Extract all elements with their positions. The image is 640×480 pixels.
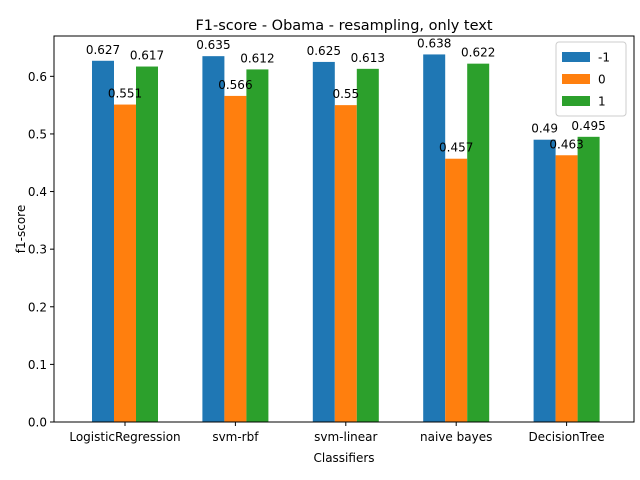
bar-svm-rbf-series-0 [202,56,225,422]
bar-value-label: 0.551 [108,87,142,101]
bar-logisticregression-series-1 [114,104,136,422]
bar-svm-linear-series-0 [312,61,335,422]
bar-svm-linear-series-2 [356,68,379,422]
bar-svm-linear-series-1 [334,105,357,422]
x-tick-label: svm-rbf [212,430,259,444]
chart-title: F1-score - Obama - resampling, only text [195,18,492,34]
x-axis: LogisticRegression svm-rbf svm-linear naive… [69,422,605,444]
legend-label: 1 [598,95,606,109]
x-tick-label: naive bayes [420,430,492,444]
bar-value-label: 0.495 [571,119,605,133]
legend-swatch-series-2 [562,96,590,106]
y-axis-label: f1-score [14,205,28,253]
bar-svm-rbf-series-2 [246,69,269,423]
x-tick-label: DecisionTree [529,430,605,444]
bar-labels-group: 0.627 0.551 0.617 0.635 0.566 0.612 0.625 0.55 0… [86,36,606,154]
y-tick-label: 0.5 [28,127,47,141]
bar-svm-rbf-series-1 [224,95,247,423]
y-tick-label: 0.0 [28,416,47,430]
bar-value-label: 0.625 [307,44,341,58]
bar-value-label: 0.55 [332,87,359,101]
legend-label: -1 [598,51,610,65]
bars-group [92,54,600,423]
y-axis: 0.0 0.1 0.2 0.3 0.4 0.5 0.6 [28,70,54,430]
bar-decisiontree-series-0 [533,139,556,423]
bar-value-label: 0.635 [196,38,230,52]
y-tick-label: 0.6 [28,70,47,84]
y-tick-label: 0.4 [28,185,47,199]
legend-swatch-series-1 [562,74,590,84]
bar-value-label: 0.566 [218,78,252,92]
legend-label: 0 [598,73,606,87]
y-tick-label: 0.1 [28,358,47,372]
x-axis-label: Classifiers [313,451,374,465]
bar-value-label: 0.622 [461,46,495,60]
bar-value-label: 0.457 [439,141,473,155]
bar-naive-bayes-series-1 [445,158,468,422]
x-tick-label: LogisticRegression [69,430,180,444]
y-tick-label: 0.2 [28,300,47,314]
bar-value-label: 0.463 [549,137,583,151]
x-tick-label: svm-linear [314,430,377,444]
bar-logisticregression-series-0 [92,60,114,423]
bar-value-label: 0.617 [130,49,164,63]
bar-value-label: 0.613 [351,51,385,65]
bar-value-label: 0.612 [240,51,274,65]
bar-naive-bayes-series-2 [467,63,490,422]
bar-decisiontree-series-2 [577,136,600,422]
bar-logisticregression-series-2 [136,66,158,422]
plot-area-frame [53,35,635,423]
y-tick-label: 0.3 [28,243,47,257]
bar-naive-bayes-series-0 [423,54,446,422]
bar-value-label: 0.638 [417,36,451,50]
bar-value-label: 0.49 [531,122,558,136]
legend-swatch-series-0 [562,52,590,62]
legend: -1 0 1 [555,41,627,117]
bar-value-label: 0.627 [86,43,120,57]
bar-decisiontree-series-1 [555,155,578,422]
